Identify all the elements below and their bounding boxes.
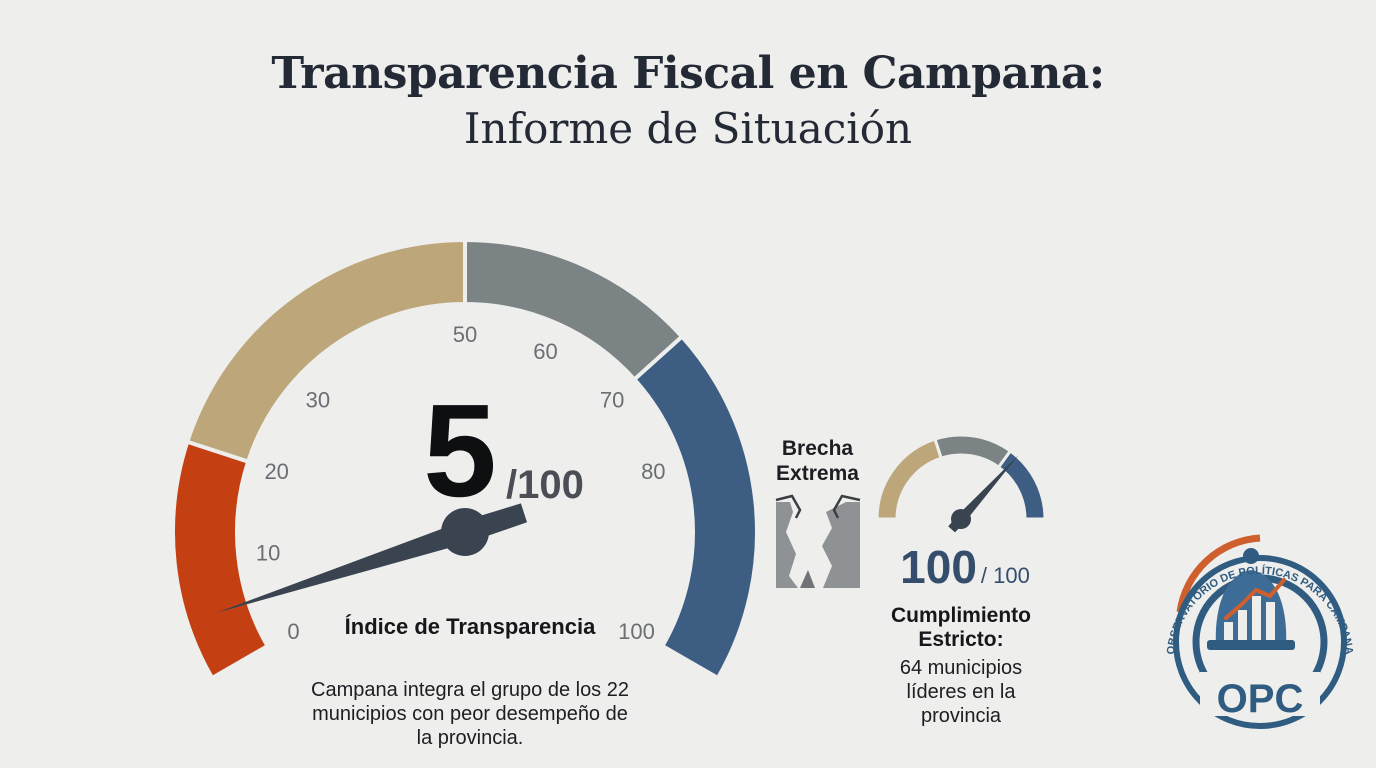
tick-label: 30 bbox=[306, 388, 330, 413]
tick-label: 20 bbox=[264, 459, 288, 484]
opc-logo: OPC OBSERVATORIO DE POLÍTICAS PARA CAMPA… bbox=[1165, 534, 1355, 729]
logo-outer-ring bbox=[1173, 555, 1347, 729]
small-gauge-band-2 bbox=[996, 448, 1047, 521]
tick-label: 80 bbox=[641, 459, 665, 484]
main-gauge-value: 5 bbox=[423, 377, 496, 524]
main-gauge-description: Campana integra el grupo de los 22 munic… bbox=[311, 679, 629, 749]
page-title: Transparencia Fiscal en Campana: bbox=[271, 48, 1105, 99]
tick-label: 70 bbox=[600, 388, 624, 413]
gauge-band-0 bbox=[171, 439, 271, 681]
needle-hub bbox=[951, 509, 971, 529]
small-gauge-needle bbox=[948, 455, 1019, 533]
tick-label: 0 bbox=[287, 619, 299, 644]
small-gauge bbox=[875, 433, 1047, 521]
main-gauge bbox=[171, 237, 759, 681]
small-gauge-value: 100/ 100 bbox=[880, 540, 1050, 594]
small-gauge-max: / 100 bbox=[980, 563, 1030, 588]
small-gauge-description: 64 municipios líderes en la provincia bbox=[899, 657, 1023, 727]
gauge-band-3 bbox=[631, 333, 759, 681]
main-gauge-ticks: 0 10 20 30 50 60 70 80 100 bbox=[256, 322, 666, 644]
tick-label: 10 bbox=[256, 541, 280, 566]
small-gauge-band-1 bbox=[933, 433, 1013, 470]
page-subtitle: Informe de Situación bbox=[463, 104, 913, 153]
logo-orange-arc bbox=[1176, 534, 1261, 613]
main-gauge-needle bbox=[215, 503, 528, 613]
bell-bar-chart-icon bbox=[1207, 548, 1295, 650]
main-gauge-label: Índice de Transparencia bbox=[344, 614, 596, 639]
cracked-chasm-icon bbox=[775, 494, 861, 588]
main-gauge-max: /100 bbox=[506, 463, 584, 507]
small-gauge-value-number: 100 bbox=[900, 541, 977, 593]
needle-hub bbox=[441, 508, 489, 556]
small-gauge-caption: Cumplimiento Estricto: bbox=[891, 604, 1031, 651]
tick-label: 50 bbox=[453, 322, 477, 347]
small-gauge-band-0 bbox=[875, 437, 944, 521]
logo-text: OPC bbox=[1217, 677, 1304, 721]
gap-label: Brecha Extrema bbox=[776, 437, 859, 485]
gauge-band-2 bbox=[463, 237, 685, 383]
tick-label: 100 bbox=[618, 619, 655, 644]
tick-label: 60 bbox=[533, 339, 557, 364]
